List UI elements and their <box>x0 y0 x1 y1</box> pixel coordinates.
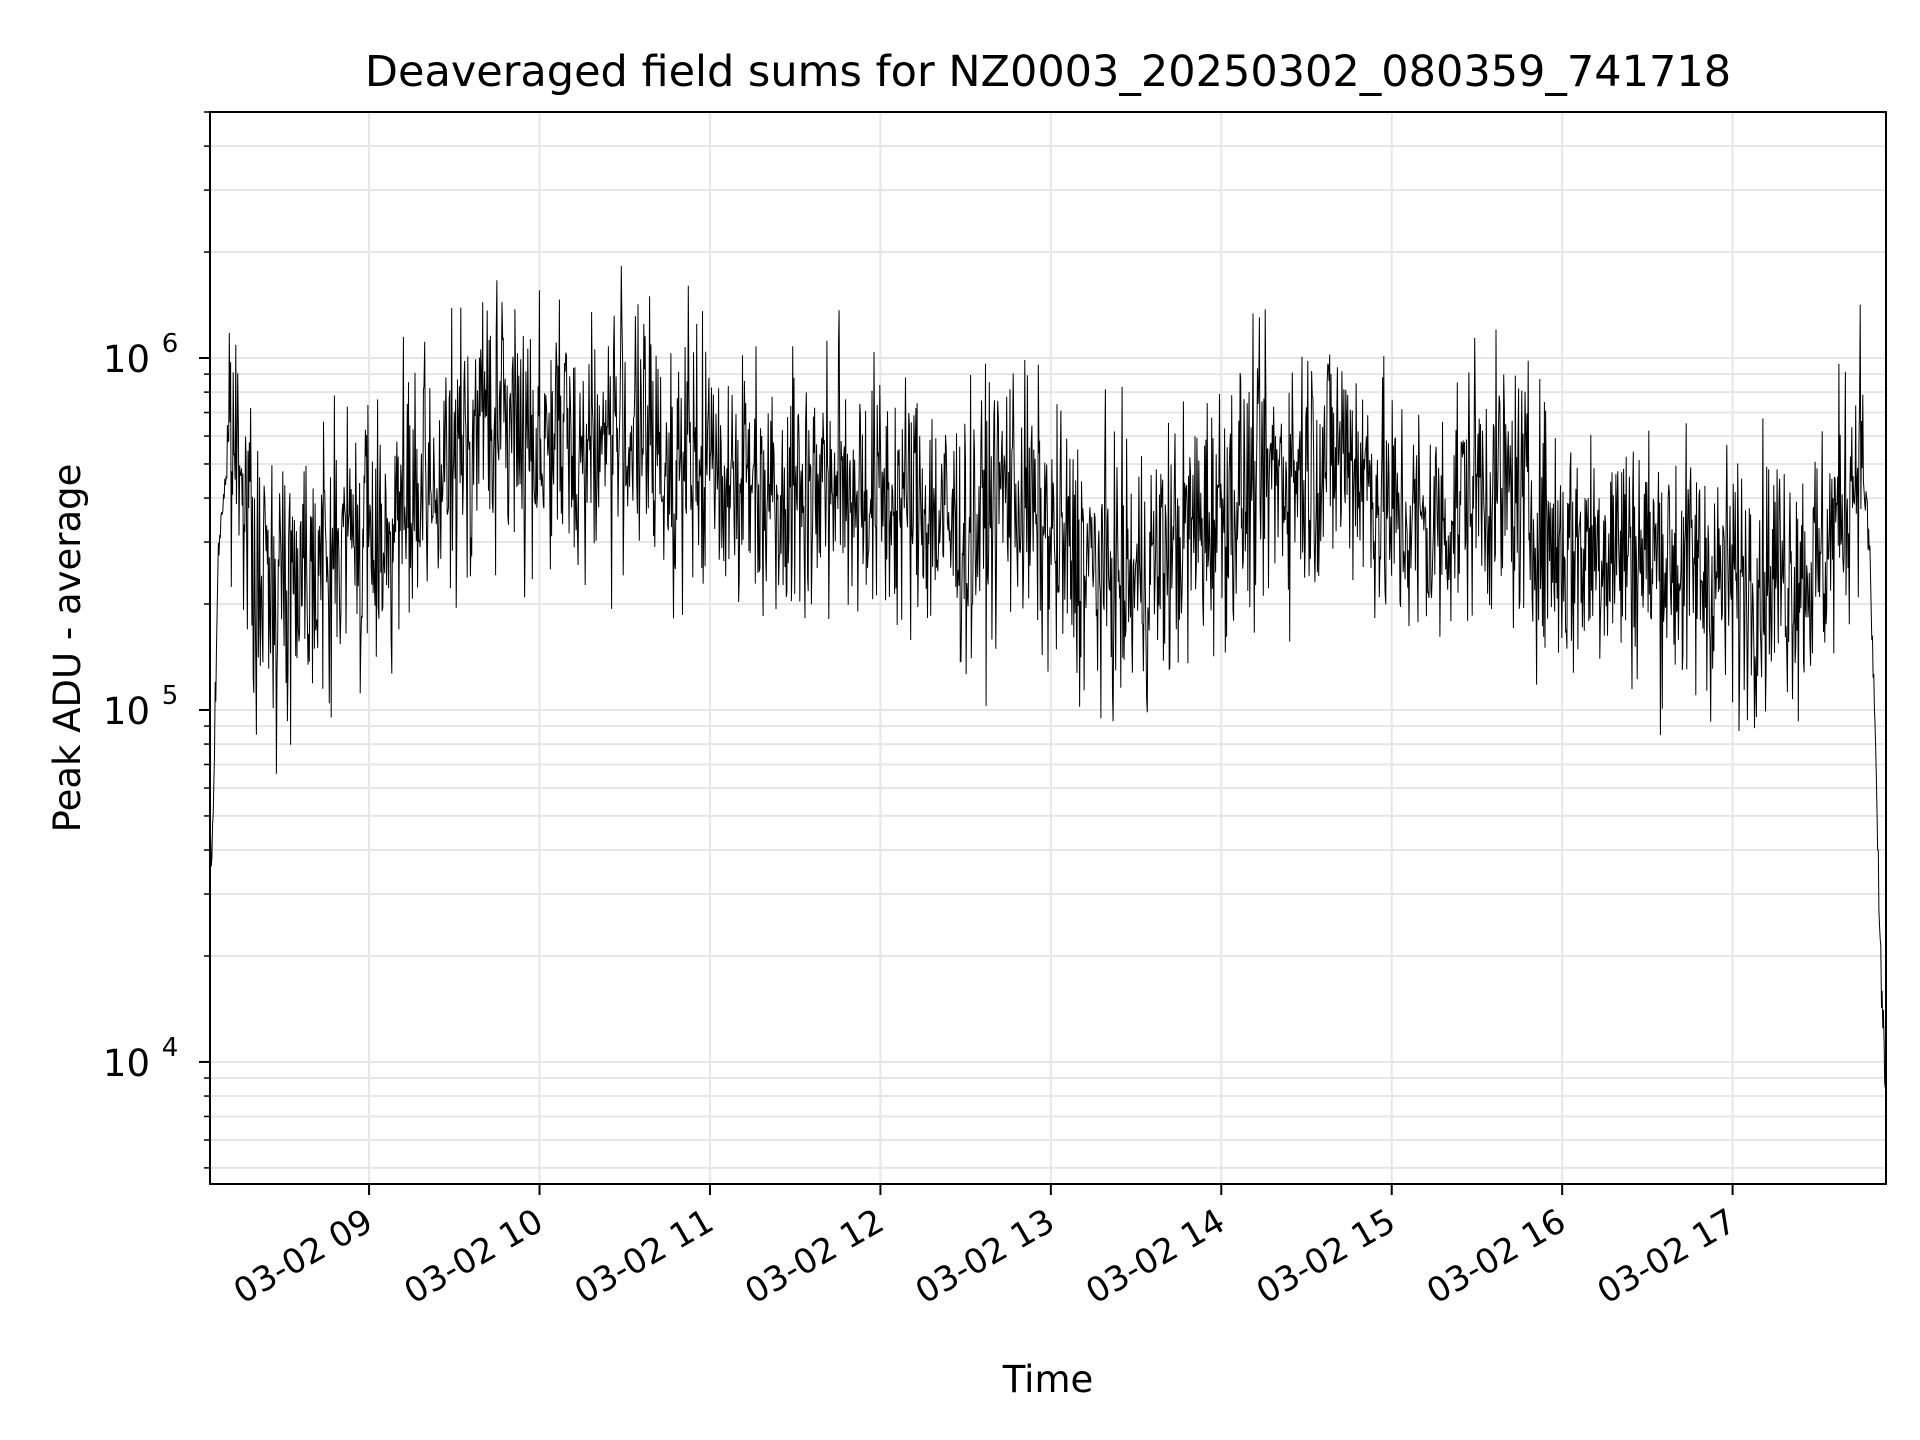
x-tick-label: 03-02 11 <box>568 1201 720 1312</box>
x-tick-label: 03-02 17 <box>1591 1201 1743 1312</box>
y-tick-label-exponent: 4 <box>162 1033 179 1063</box>
x-tick-label: 03-02 10 <box>398 1201 550 1312</box>
x-tick-label: 03-02 12 <box>739 1201 891 1312</box>
x-tick-label: 03-02 14 <box>1079 1201 1231 1312</box>
x-axis-ticks: 03-02 09 03-02 10 03-02 11 03-02 12 03-02 13… <box>227 1184 1743 1312</box>
y-axis-label: Peak ADU - average <box>46 464 89 833</box>
y-tick-label: 10 <box>103 690 150 733</box>
series-line <box>209 265 1887 1089</box>
y-tick-label-exponent: 5 <box>162 681 179 711</box>
x-axis-label: Time <box>1002 1358 1094 1401</box>
plot-frame <box>209 111 1887 1185</box>
minor-grid <box>210 111 1886 1169</box>
x-tick-label: 03-02 16 <box>1420 1201 1572 1312</box>
x-tick-label: 03-02 13 <box>909 1201 1061 1312</box>
y-tick-label: 10 <box>103 338 150 381</box>
y-tick-label: 10 <box>103 1042 150 1085</box>
chart-title: Deaveraged field sums for NZ0003_2025030… <box>365 47 1731 97</box>
x-tick-label: 03-02 09 <box>227 1201 379 1312</box>
x-tick-label: 03-02 15 <box>1250 1201 1402 1312</box>
y-axis-ticks: 10 4 10 5 10 6 <box>103 111 210 1169</box>
y-tick-label-exponent: 6 <box>162 329 179 359</box>
